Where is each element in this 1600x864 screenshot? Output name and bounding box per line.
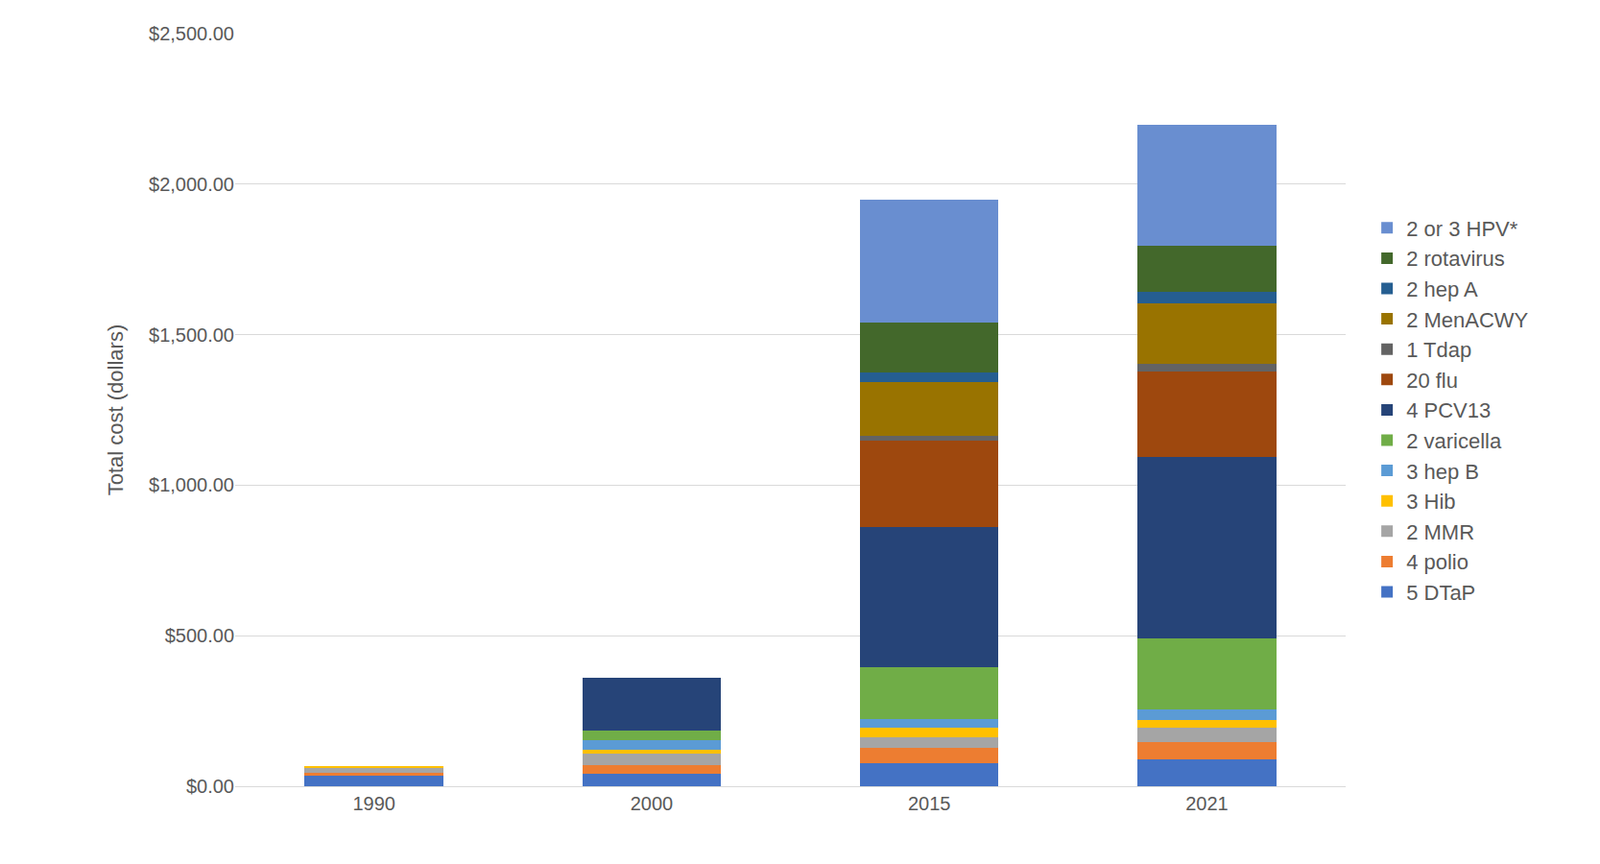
svg-text:1990: 1990 <box>352 792 396 814</box>
svg-text:2 varicella: 2 varicella <box>1406 429 1503 454</box>
svg-text:$1,500.00: $1,500.00 <box>148 324 235 346</box>
svg-text:2 MMR: 2 MMR <box>1406 520 1475 545</box>
svg-text:2 rotavirus: 2 rotavirus <box>1406 246 1505 271</box>
svg-text:$2,000.00: $2,000.00 <box>148 173 235 195</box>
svg-text:$0.00: $0.00 <box>186 775 235 797</box>
svg-text:2021: 2021 <box>1185 792 1229 814</box>
svg-text:$1,000.00: $1,000.00 <box>148 474 235 496</box>
svg-text:2000: 2000 <box>630 792 674 814</box>
svg-text:4 polio: 4 polio <box>1406 549 1469 574</box>
svg-text:2015: 2015 <box>907 792 952 814</box>
svg-text:3 Hib: 3 Hib <box>1406 489 1456 514</box>
svg-text:4 PCV13: 4 PCV13 <box>1406 398 1491 423</box>
svg-text:20 flu: 20 flu <box>1406 368 1458 393</box>
svg-text:1 Tdap: 1 Tdap <box>1406 337 1472 362</box>
svg-text:$2,500.00: $2,500.00 <box>148 23 235 45</box>
svg-text:2 hep A: 2 hep A <box>1406 277 1479 302</box>
svg-text:$500.00: $500.00 <box>165 624 235 646</box>
svg-text:5 DTaP: 5 DTaP <box>1406 580 1476 605</box>
svg-text:2 MenACWY: 2 MenACWY <box>1406 308 1529 333</box>
svg-text:3 hep B: 3 hep B <box>1406 459 1480 484</box>
svg-text:Total cost (dollars): Total cost (dollars) <box>103 324 128 497</box>
svg-text:2 or 3 HPV*: 2 or 3 HPV* <box>1406 216 1519 241</box>
